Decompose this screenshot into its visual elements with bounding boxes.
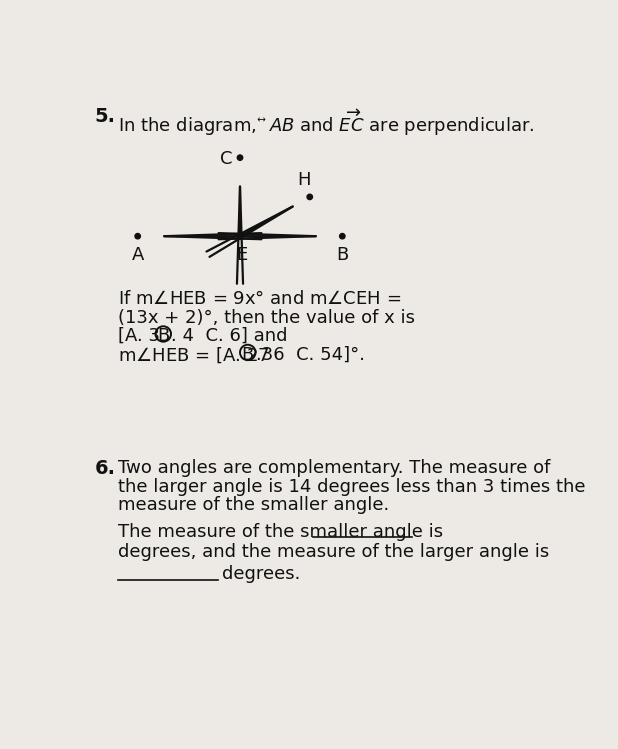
Text: Two angles are complementary. The measure of: Two angles are complementary. The measur…	[117, 459, 550, 477]
Text: [A. 3: [A. 3	[117, 327, 165, 345]
Text: (13x + 2)°, then the value of x is: (13x + 2)°, then the value of x is	[117, 309, 415, 327]
Circle shape	[135, 234, 140, 239]
Circle shape	[237, 234, 243, 239]
Text: B: B	[157, 327, 169, 345]
Text: . 4  C. 6] and: . 4 C. 6] and	[171, 327, 287, 345]
Text: If m$\angle$HEB = 9x° and m$\angle$CEH =: If m$\angle$HEB = 9x° and m$\angle$CEH =	[117, 290, 401, 308]
Text: .36  C. 54]°.: .36 C. 54]°.	[255, 345, 365, 363]
Text: the larger angle is 14 degrees less than 3 times the: the larger angle is 14 degrees less than…	[117, 478, 585, 496]
Text: B: B	[336, 246, 349, 264]
Text: H: H	[297, 172, 310, 189]
Text: B: B	[242, 345, 254, 363]
Text: 6.: 6.	[95, 459, 116, 479]
Circle shape	[339, 234, 345, 239]
Text: 5.: 5.	[95, 107, 116, 126]
Circle shape	[307, 194, 313, 199]
Text: measure of the smaller angle.: measure of the smaller angle.	[117, 497, 389, 515]
Text: degrees.: degrees.	[222, 565, 300, 583]
Text: The measure of the smaller angle is: The measure of the smaller angle is	[117, 523, 442, 541]
Text: m$\angle$HEB = [A. 27: m$\angle$HEB = [A. 27	[117, 345, 271, 365]
Circle shape	[237, 155, 243, 160]
Text: A: A	[132, 246, 144, 264]
Text: C: C	[220, 151, 232, 169]
Text: E: E	[236, 246, 247, 264]
Text: In the diagram, $\overleftrightarrow{AB}$ and $\overrightarrow{EC}$ are perpendi: In the diagram, $\overleftrightarrow{AB}…	[117, 107, 534, 138]
Text: degrees, and the measure of the larger angle is: degrees, and the measure of the larger a…	[117, 544, 549, 562]
